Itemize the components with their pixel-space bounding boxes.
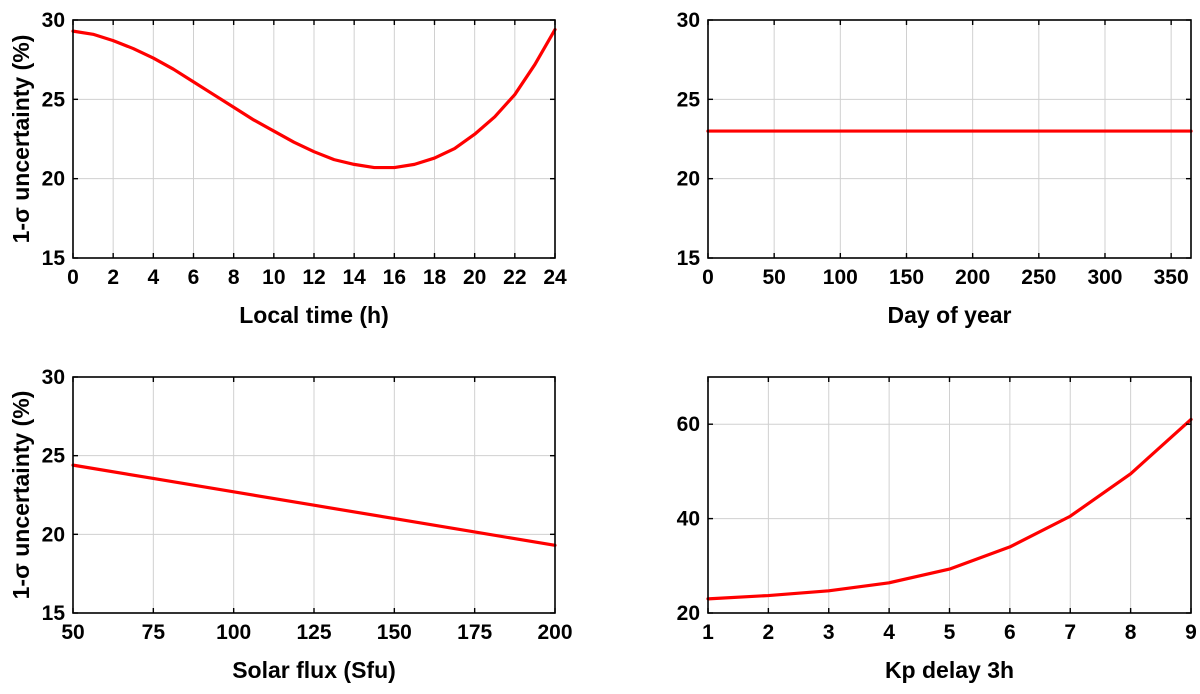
x-tick-label-6: 300	[1087, 266, 1122, 289]
y-tick-label-1: 20	[42, 523, 65, 546]
y-tick-label-0: 15	[42, 602, 66, 625]
x-tick-label-2: 4	[147, 266, 159, 289]
series-line-0	[71, 27, 557, 170]
x-tick-label-6: 7	[1064, 621, 1076, 644]
y-tick-label-2: 25	[42, 88, 66, 111]
x-tick-label-0: 0	[702, 266, 714, 289]
x-tick-label-3: 150	[889, 266, 924, 289]
y-tick-label-1: 20	[677, 168, 700, 191]
x-tick-label-6: 12	[302, 266, 325, 289]
x-axis-label: Solar flux (Sfu)	[232, 657, 396, 683]
x-tick-label-1: 50	[762, 266, 785, 289]
x-tick-label-3: 4	[883, 621, 895, 644]
x-tick-label-0: 0	[67, 266, 79, 289]
x-tick-label-2: 100	[216, 621, 251, 644]
y-tick-label-0: 20	[677, 602, 700, 625]
x-axis-label: Day of year	[887, 302, 1011, 328]
y-tick-label-0: 15	[677, 247, 701, 270]
x-tick-label-0: 50	[61, 621, 84, 644]
axes-frame	[707, 19, 1192, 259]
y-tick-label-2: 25	[42, 445, 66, 468]
x-tick-label-4: 200	[955, 266, 990, 289]
x-tick-label-7: 350	[1154, 266, 1189, 289]
x-axis-label: Kp delay 3h	[885, 657, 1014, 683]
x-tick-label-3: 125	[296, 621, 331, 644]
x-tick-label-4: 150	[377, 621, 412, 644]
x-tick-label-11: 22	[503, 266, 526, 289]
y-tick-label-0: 15	[42, 247, 66, 270]
x-tick-label-7: 14	[342, 266, 366, 289]
x-axis-label: Local time (h)	[239, 302, 389, 328]
x-tick-label-9: 18	[423, 266, 447, 289]
series-line-0	[706, 417, 1193, 601]
x-tick-label-0: 1	[702, 621, 714, 644]
x-tick-label-1: 75	[142, 621, 166, 644]
y-tick-label-3: 30	[42, 9, 65, 32]
x-tick-label-4: 8	[228, 266, 240, 289]
x-tick-label-6: 200	[537, 621, 572, 644]
x-tick-label-8: 9	[1185, 621, 1197, 644]
y-tick-label-3: 30	[677, 9, 700, 32]
y-tick-label-1: 40	[677, 508, 700, 531]
x-tick-label-3: 6	[188, 266, 200, 289]
x-tick-label-8: 16	[383, 266, 406, 289]
x-tick-label-4: 5	[944, 621, 956, 644]
x-tick-label-2: 100	[823, 266, 858, 289]
y-tick-label-2: 25	[677, 88, 701, 111]
x-tick-label-1: 2	[107, 266, 119, 289]
x-tick-label-5: 175	[457, 621, 492, 644]
panel-kp-delay: 1 2 3 4 5 6 7 8 9 20 40 60 Kp delay 3h	[677, 376, 1197, 683]
x-tick-label-10: 20	[463, 266, 486, 289]
x-tick-label-5: 6	[1004, 621, 1016, 644]
y-tick-label-2: 60	[677, 413, 700, 436]
series-line-0	[71, 463, 557, 547]
panel-day-of-year: 0 50 100 150 200 250 300 350 15 20 25 30 Day of year	[677, 9, 1193, 328]
x-tick-label-12: 24	[543, 266, 567, 289]
y-tick-label-1: 20	[42, 168, 65, 191]
panel-solar-flux: 50 75 100 125 150 175 200 15 20 25 30 Solar flux (S…	[8, 366, 573, 683]
y-axis-label: 1-σ uncertainty (%)	[8, 35, 34, 244]
x-tick-label-5: 10	[262, 266, 285, 289]
y-tick-label-3: 30	[42, 366, 65, 389]
x-tick-label-2: 3	[823, 621, 835, 644]
y-axis-label: 1-σ uncertainty (%)	[8, 391, 34, 600]
x-tick-label-1: 2	[763, 621, 775, 644]
x-tick-label-5: 250	[1021, 266, 1056, 289]
x-tick-label-7: 8	[1125, 621, 1137, 644]
